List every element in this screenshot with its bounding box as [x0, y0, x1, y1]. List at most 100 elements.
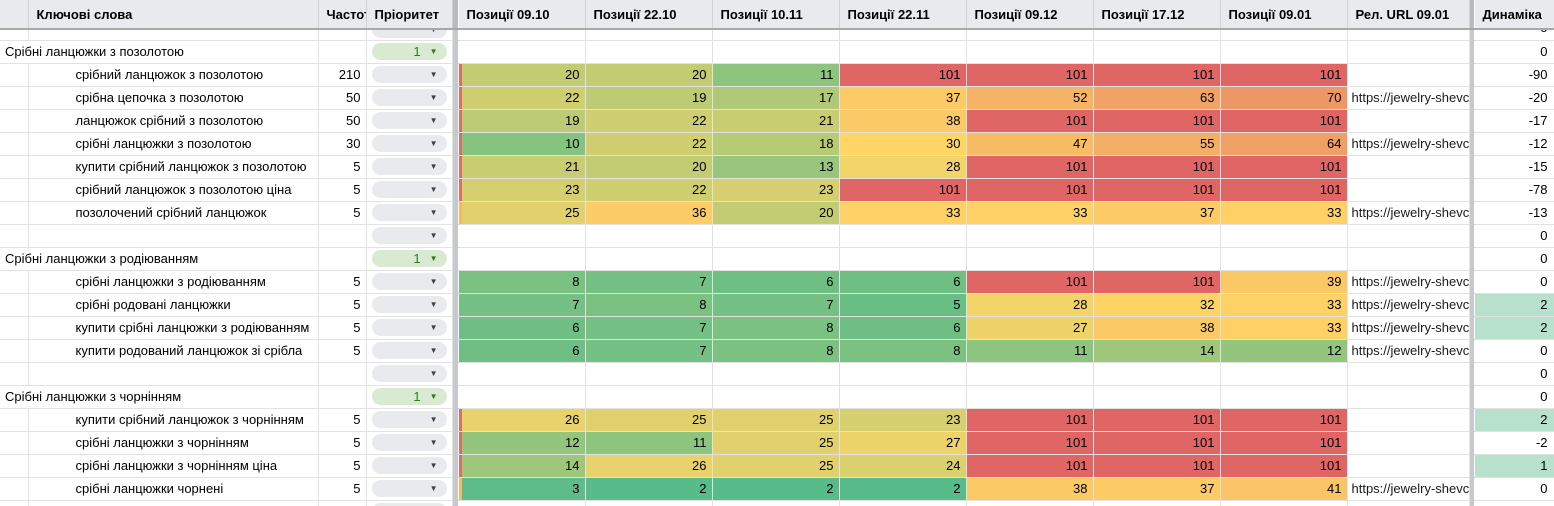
dynamics-cell[interactable]: 0: [1474, 477, 1554, 501]
col-header-pos-1712[interactable]: Позиції 17.12: [1093, 0, 1221, 30]
position-cell[interactable]: 33: [966, 201, 1094, 225]
relevant-url-cell[interactable]: https://jewelry-shevcl: [1347, 477, 1470, 501]
position-cell[interactable]: 37: [839, 86, 967, 110]
position-cell[interactable]: 101: [1220, 431, 1348, 455]
priority-dropdown[interactable]: ▼: [371, 480, 447, 497]
position-cell[interactable]: 37: [1093, 201, 1221, 225]
position-cell[interactable]: 23: [458, 178, 586, 202]
position-cell[interactable]: 101: [1220, 178, 1348, 202]
position-cell[interactable]: [585, 362, 713, 386]
position-cell[interactable]: [1093, 247, 1221, 271]
priority-dropdown[interactable]: 1 ▼: [371, 250, 447, 267]
keyword-cell[interactable]: срібні ланцюжки чорнені: [28, 477, 319, 501]
position-cell[interactable]: 6: [458, 339, 586, 363]
priority-dropdown[interactable]: ▼: [371, 135, 447, 152]
position-cell[interactable]: 101: [966, 408, 1094, 432]
position-cell[interactable]: [458, 247, 586, 271]
col-header-url[interactable]: Рел. URL 09.01: [1347, 0, 1470, 30]
position-cell[interactable]: 6: [839, 270, 967, 294]
relevant-url-cell[interactable]: [1347, 500, 1470, 506]
position-cell[interactable]: 14: [458, 454, 586, 478]
position-cell[interactable]: 11: [712, 63, 840, 87]
position-cell[interactable]: 19: [458, 109, 586, 133]
group-title-cell[interactable]: Срібні ланцюжки з родіюванням: [0, 247, 319, 271]
position-cell[interactable]: [1093, 224, 1221, 248]
position-cell[interactable]: 23: [839, 408, 967, 432]
keyword-cell[interactable]: срібні ланцюжки з родіюванням: [28, 270, 319, 294]
position-cell[interactable]: 64: [1220, 132, 1348, 156]
position-cell[interactable]: [585, 385, 713, 409]
priority-cell[interactable]: 1 ▼: [366, 385, 453, 409]
position-cell[interactable]: 17: [712, 86, 840, 110]
position-cell[interactable]: 20: [585, 155, 713, 179]
position-cell[interactable]: [839, 29, 967, 41]
priority-cell[interactable]: ▼: [366, 316, 453, 340]
relevant-url-cell[interactable]: [1347, 109, 1470, 133]
priority-cell[interactable]: 1 ▼: [366, 40, 453, 64]
group-title-cell[interactable]: Срібні ланцюжки з чорнінням: [0, 385, 319, 409]
position-cell[interactable]: 26: [458, 408, 586, 432]
position-cell[interactable]: 55: [1093, 132, 1221, 156]
position-cell[interactable]: [585, 224, 713, 248]
position-cell[interactable]: 101: [1220, 63, 1348, 87]
position-cell[interactable]: 38: [1093, 316, 1221, 340]
position-cell[interactable]: 41: [1220, 477, 1348, 501]
position-cell[interactable]: 101: [1093, 408, 1221, 432]
dynamics-cell[interactable]: [1474, 500, 1554, 506]
position-cell[interactable]: [1220, 40, 1348, 64]
dynamics-cell[interactable]: 0: [1474, 29, 1554, 41]
position-cell[interactable]: [966, 40, 1094, 64]
priority-dropdown[interactable]: ▼: [371, 181, 447, 198]
dynamics-cell[interactable]: 2: [1474, 293, 1554, 317]
position-cell[interactable]: 28: [839, 155, 967, 179]
position-cell[interactable]: 8: [712, 316, 840, 340]
col-header-frequency[interactable]: Частот: [318, 0, 367, 30]
position-cell[interactable]: [458, 40, 586, 64]
keyword-cell[interactable]: срібна цепочка з позолотою: [28, 86, 319, 110]
col-header-pos-0910[interactable]: Позиції 09.10: [458, 0, 586, 30]
position-cell[interactable]: 101: [966, 109, 1094, 133]
dynamics-cell[interactable]: 0: [1474, 362, 1554, 386]
position-cell[interactable]: [712, 247, 840, 271]
position-cell[interactable]: 27: [966, 316, 1094, 340]
priority-cell[interactable]: 1 ▼: [366, 247, 453, 271]
position-cell[interactable]: [839, 247, 967, 271]
position-cell[interactable]: [1093, 40, 1221, 64]
priority-dropdown[interactable]: ▼: [371, 457, 447, 474]
priority-dropdown[interactable]: ▼: [371, 502, 447, 506]
position-cell[interactable]: 11: [585, 431, 713, 455]
position-cell[interactable]: [712, 385, 840, 409]
frequency-cell[interactable]: [318, 247, 367, 271]
dynamics-cell[interactable]: 0: [1474, 385, 1554, 409]
position-cell[interactable]: 63: [1093, 86, 1221, 110]
relevant-url-cell[interactable]: [1347, 178, 1470, 202]
position-cell[interactable]: [966, 29, 1094, 41]
relevant-url-cell[interactable]: https://jewelry-shevcl: [1347, 132, 1470, 156]
priority-cell[interactable]: ▼: [366, 454, 453, 478]
keyword-cell[interactable]: купити срібний ланцюжок з чорнінням: [28, 408, 319, 432]
keyword-cell[interactable]: [28, 224, 319, 248]
relevant-url-cell[interactable]: [1347, 29, 1470, 41]
position-cell[interactable]: [1093, 385, 1221, 409]
position-cell[interactable]: 101: [1220, 109, 1348, 133]
position-cell[interactable]: [966, 224, 1094, 248]
position-cell[interactable]: 101: [839, 178, 967, 202]
position-cell[interactable]: 101: [966, 63, 1094, 87]
position-cell[interactable]: [585, 247, 713, 271]
position-cell[interactable]: 26: [585, 454, 713, 478]
dynamics-cell[interactable]: 0: [1474, 270, 1554, 294]
frequency-cell[interactable]: 5: [318, 155, 367, 179]
col-header-pos-0912[interactable]: Позиції 09.12: [966, 0, 1094, 30]
position-cell[interactable]: 22: [585, 132, 713, 156]
relevant-url-cell[interactable]: [1347, 362, 1470, 386]
dynamics-cell[interactable]: 0: [1474, 40, 1554, 64]
relevant-url-cell[interactable]: [1347, 454, 1470, 478]
frequency-cell[interactable]: [318, 385, 367, 409]
position-cell[interactable]: 7: [458, 293, 586, 317]
relevant-url-cell[interactable]: [1347, 224, 1470, 248]
frequency-cell[interactable]: 5: [318, 316, 367, 340]
priority-dropdown[interactable]: ▼: [371, 158, 447, 175]
position-cell[interactable]: 36: [585, 201, 713, 225]
priority-cell[interactable]: ▼: [366, 293, 453, 317]
priority-cell[interactable]: ▼: [366, 477, 453, 501]
